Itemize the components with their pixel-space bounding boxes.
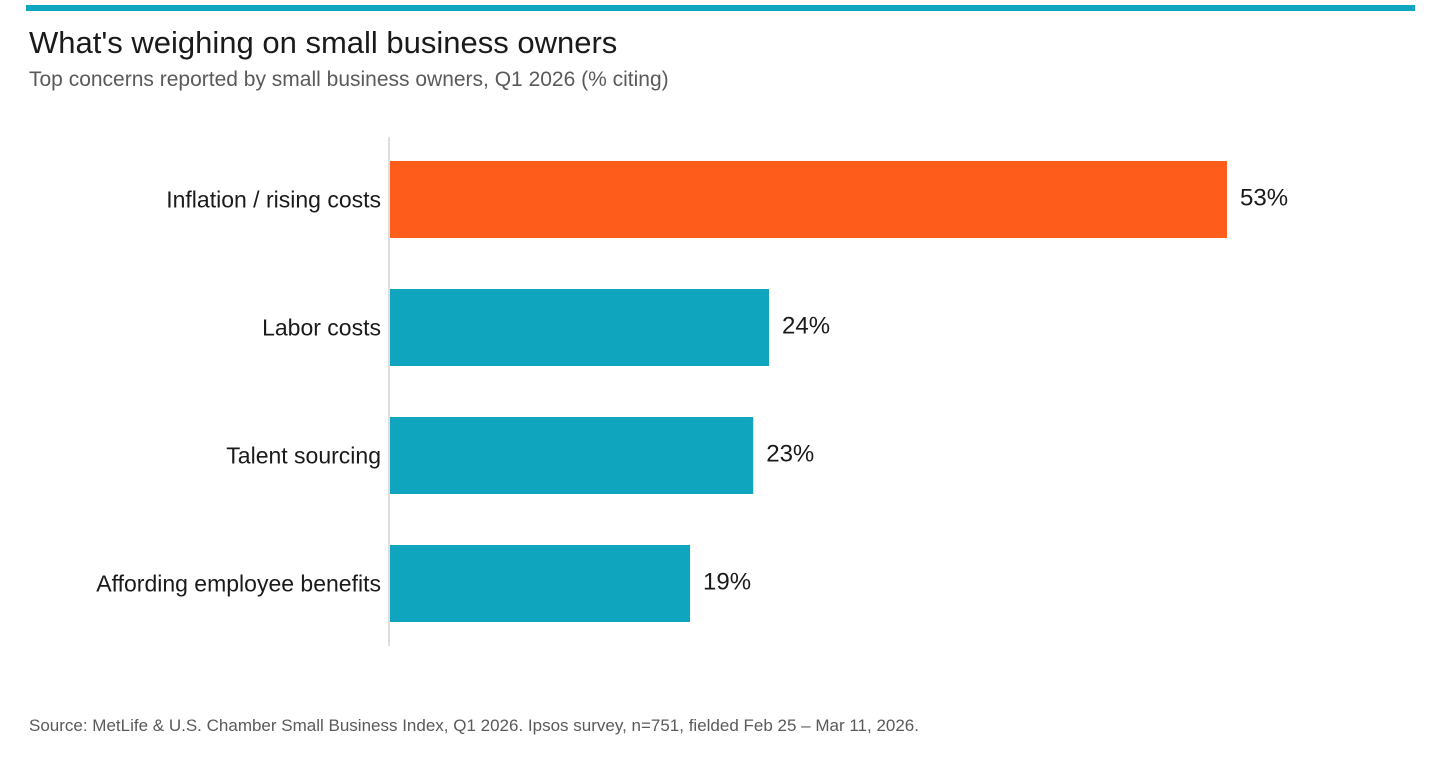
value-label: 53% [1240,185,1288,212]
category-label: Talent sourcing [226,443,381,469]
chart-title: What's weighing on small business owners [29,25,618,60]
bar [390,161,1227,238]
accent-rule [26,5,1415,11]
bar [390,289,770,366]
category-label: Labor costs [262,315,381,341]
value-label: 24% [782,313,830,340]
value-label: 19% [703,569,751,596]
source-note: Source: MetLife & U.S. Chamber Small Bus… [29,716,919,735]
chart-subtitle: Top concerns reported by small business … [29,68,669,91]
category-label: Affording employee benefits [96,571,381,597]
bar [390,417,754,494]
bar [390,545,691,622]
value-label: 23% [766,441,814,468]
category-label: Inflation / rising costs [166,187,381,213]
